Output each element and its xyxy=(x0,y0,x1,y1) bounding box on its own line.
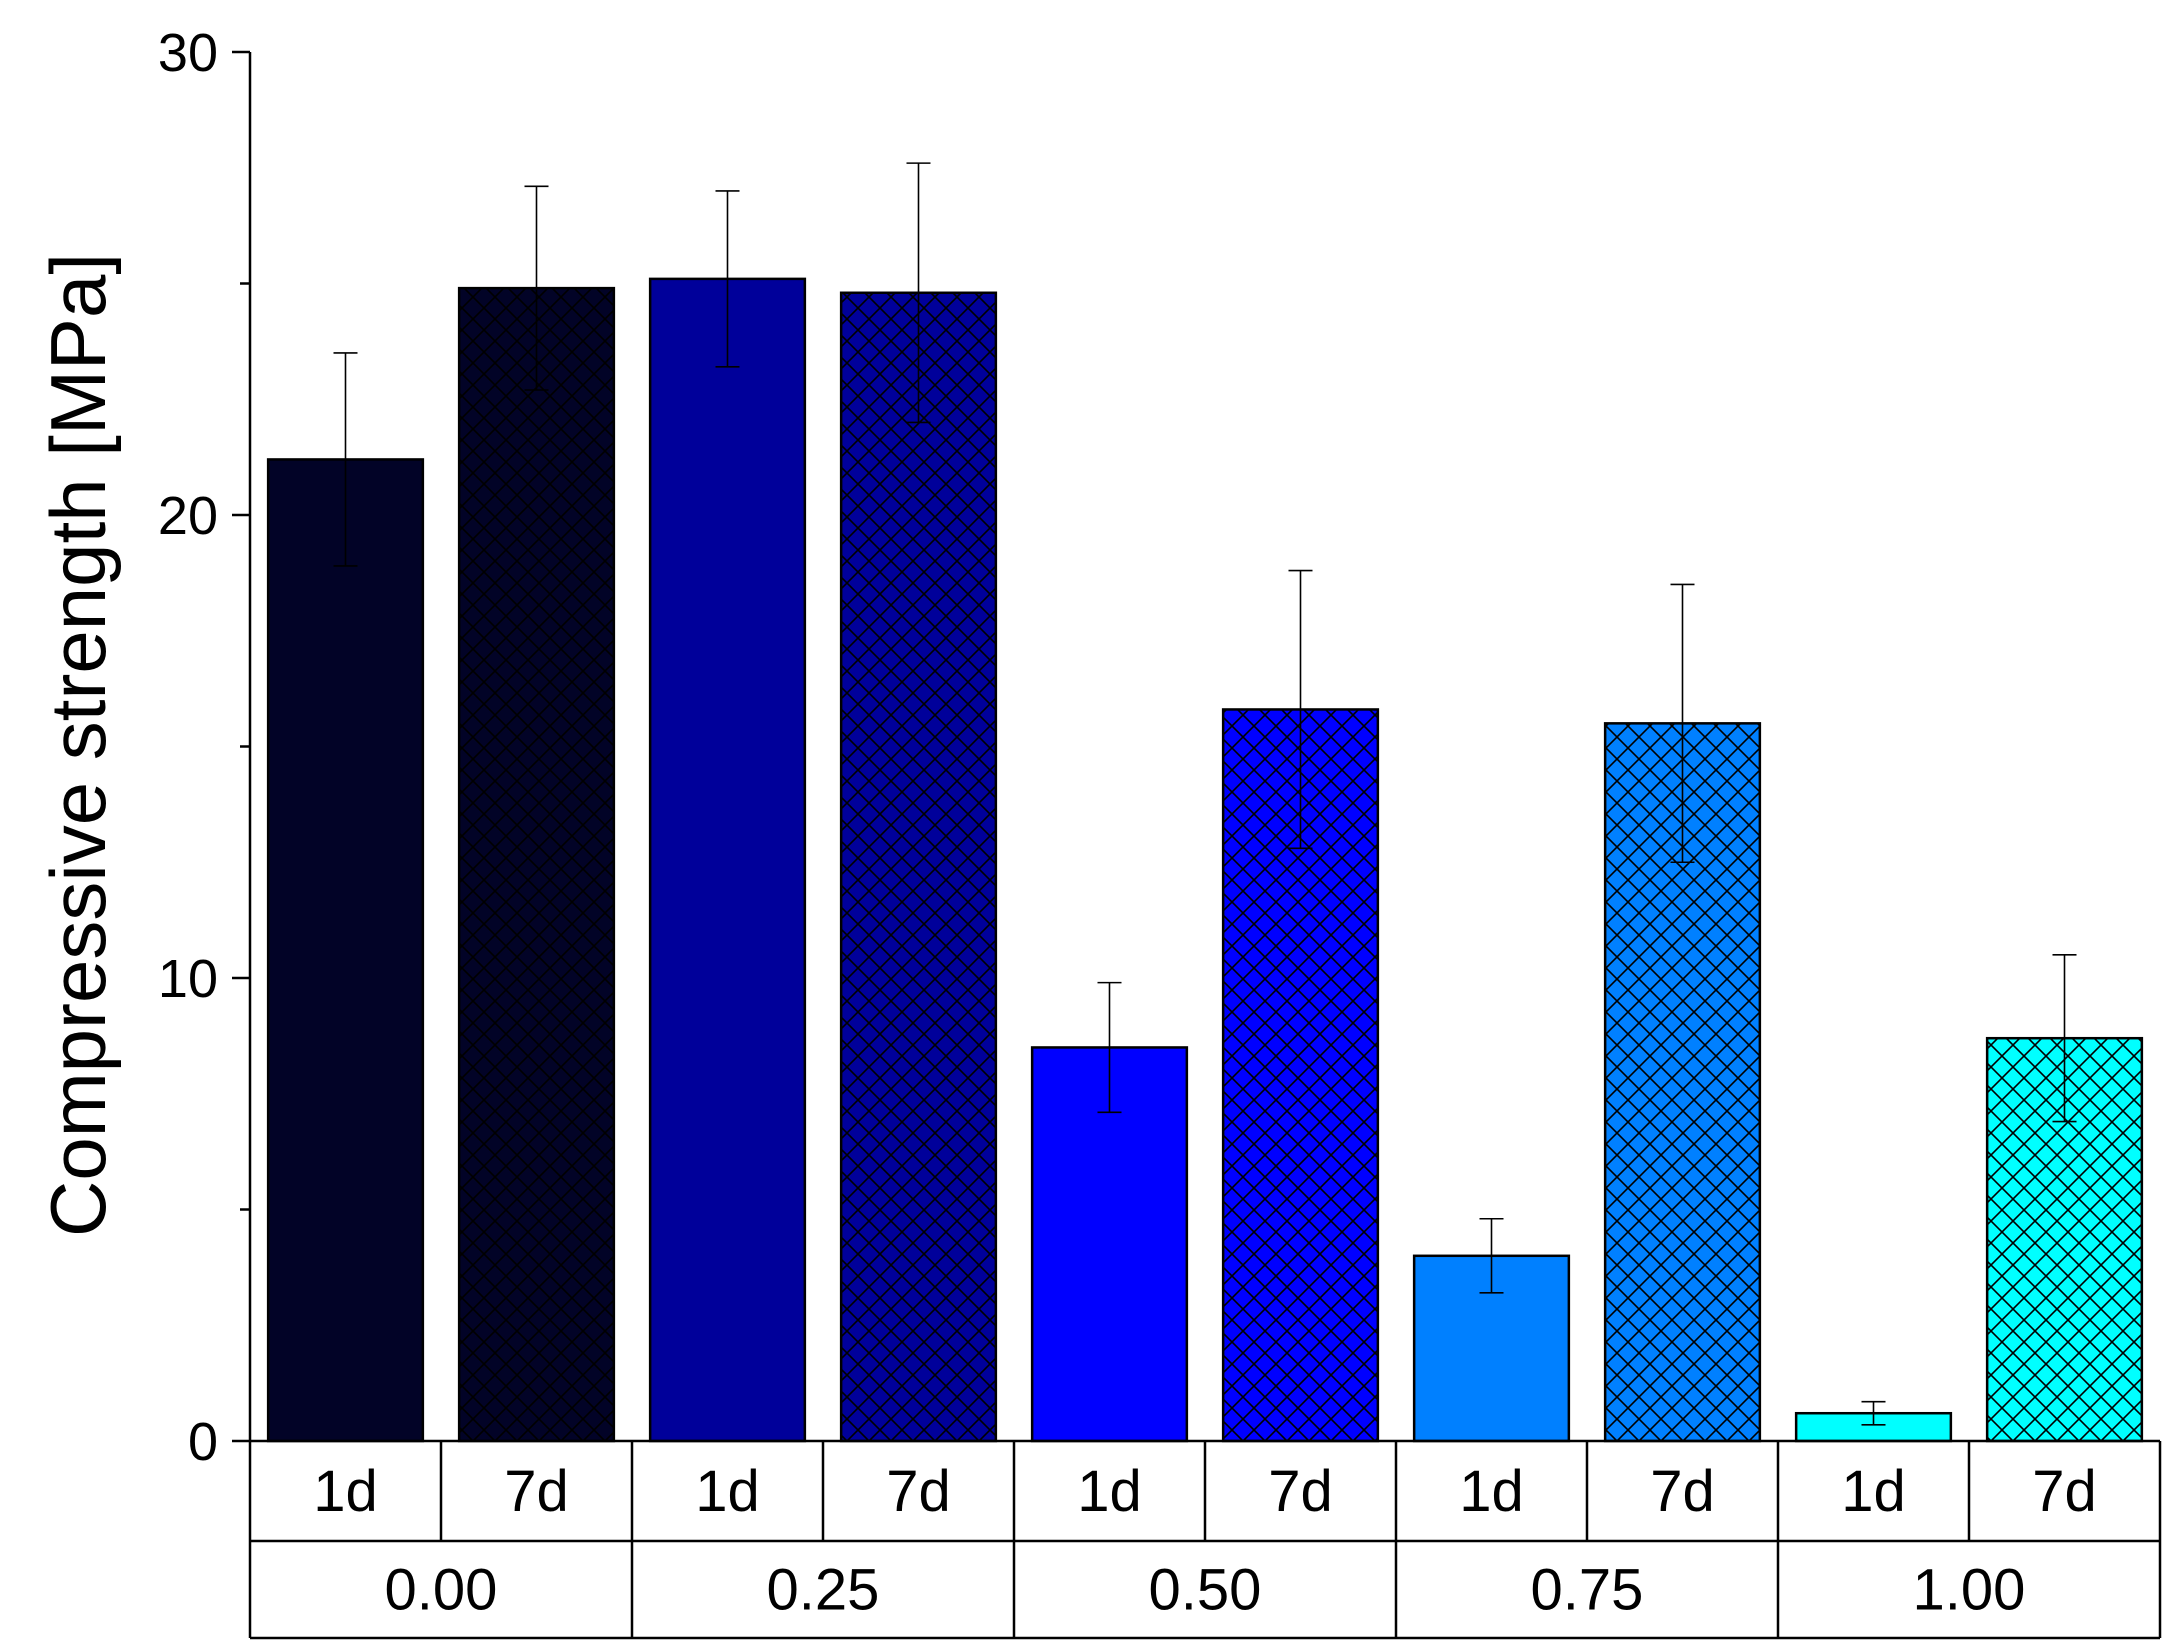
group-label: 0.00 xyxy=(385,1558,498,1623)
sub-category-label: 7d xyxy=(1650,1459,1715,1524)
group-label: 0.75 xyxy=(1531,1558,1644,1623)
sub-category-label: 1d xyxy=(1841,1459,1906,1524)
y-tick-label: 0 xyxy=(188,1412,218,1472)
sub-category-label: 7d xyxy=(886,1459,951,1524)
y-axis-title: Compressive strength [MPa] xyxy=(34,253,122,1237)
y-tick-label: 10 xyxy=(158,949,218,1009)
sub-category-label: 1d xyxy=(1459,1459,1524,1524)
group-label: 0.50 xyxy=(1149,1558,1262,1623)
y-tick-label: 30 xyxy=(158,23,218,83)
group-label: 1.00 xyxy=(1913,1558,2026,1623)
sub-category-label: 1d xyxy=(1077,1459,1142,1524)
category-table: 1d 7d 1d 7d 1d 7d 1d 7d 1d 7d0.00 0.25 0.50 0.75 1.00 xyxy=(248,1439,2162,1640)
y-tick-label: 20 xyxy=(158,486,218,546)
bars xyxy=(266,277,2144,1443)
error-bars xyxy=(333,162,2077,1426)
bar-0.25-1d xyxy=(648,277,807,1443)
bar-hatch-0.25-7d xyxy=(841,292,996,1441)
sub-category-label: 1d xyxy=(695,1459,760,1524)
group-label: 0.25 xyxy=(767,1558,880,1623)
sub-category-label: 1d xyxy=(313,1459,378,1524)
y-axis: 0 10 20 30 xyxy=(158,23,252,1472)
sub-category-label: 7d xyxy=(2032,1459,2097,1524)
sub-category-label: 7d xyxy=(504,1459,569,1524)
sub-category-label: 7d xyxy=(1268,1459,1333,1524)
bar-hatch-0.00-7d xyxy=(459,288,614,1441)
bar-0.00-1d xyxy=(266,458,425,1443)
